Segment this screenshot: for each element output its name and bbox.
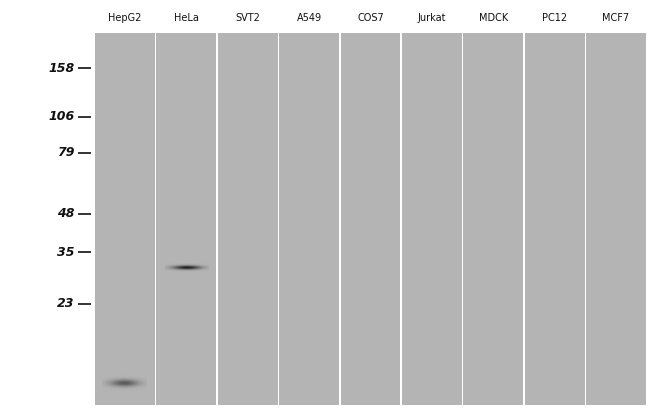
Bar <box>157 33 216 405</box>
Text: 23: 23 <box>57 297 75 310</box>
Bar <box>463 33 523 405</box>
Bar <box>586 33 646 405</box>
Text: 79: 79 <box>57 146 75 159</box>
Text: SVT2: SVT2 <box>235 13 260 23</box>
Text: COS7: COS7 <box>357 13 384 23</box>
Text: HeLa: HeLa <box>174 13 199 23</box>
Text: 158: 158 <box>49 62 75 75</box>
Text: PC12: PC12 <box>542 13 567 23</box>
Bar <box>402 33 462 405</box>
Bar <box>341 33 400 405</box>
Text: MCF7: MCF7 <box>603 13 630 23</box>
Bar <box>280 33 339 405</box>
Text: Jurkat: Jurkat <box>418 13 446 23</box>
Text: 35: 35 <box>57 246 75 259</box>
Text: A549: A549 <box>296 13 322 23</box>
Text: HepG2: HepG2 <box>109 13 142 23</box>
Bar <box>525 33 584 405</box>
Text: 106: 106 <box>49 110 75 123</box>
Text: MDCK: MDCK <box>478 13 508 23</box>
Bar <box>95 33 155 405</box>
Bar <box>218 33 278 405</box>
Text: 48: 48 <box>57 207 75 220</box>
